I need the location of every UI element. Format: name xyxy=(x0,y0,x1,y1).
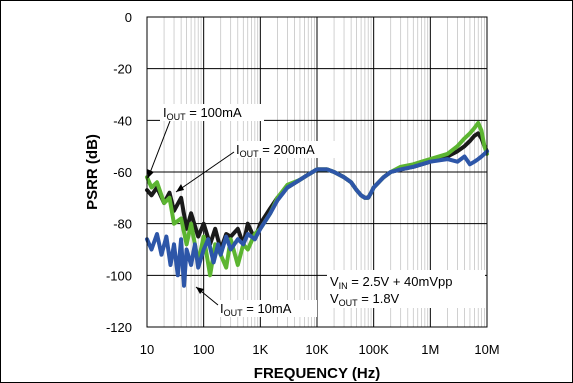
y-tick-label: -80 xyxy=(113,217,132,232)
annotation-vout: VOUT = 1.8V xyxy=(330,291,400,308)
x-tick-label: 10K xyxy=(305,342,328,357)
arrowhead-100ma xyxy=(147,169,154,178)
y-tick-label: -120 xyxy=(106,320,132,335)
series-group xyxy=(145,120,489,288)
y-tick-label: -20 xyxy=(113,62,132,77)
x-tick-label: 100K xyxy=(358,342,389,357)
annotation-bg-200ma xyxy=(233,141,339,158)
annotation-iout-10ma: IOUT = 10mA xyxy=(220,301,292,318)
x-tick-label: 10M xyxy=(474,342,499,357)
y-axis-ticks: 0 -20 -40 -60 -80 -100 -120 xyxy=(106,10,132,335)
arrowhead-200ma xyxy=(176,184,184,192)
x-tick-label: 1M xyxy=(421,342,439,357)
y-axis-label: PSRR (dB) xyxy=(84,134,101,210)
arrow-100ma xyxy=(147,120,171,179)
annotation-bg-10ma xyxy=(217,300,317,317)
annotation-iout-200ma: IOUT = 200mA xyxy=(236,142,315,159)
annotation-bg-conditions xyxy=(327,270,485,308)
arrow-200ma xyxy=(175,151,235,193)
annotation-vin: VIN = 2.5V + 40mVpp xyxy=(330,274,452,291)
y-tick-label: -40 xyxy=(113,113,132,128)
series-line-10ma xyxy=(145,149,489,288)
x-axis-label: FREQUENCY (Hz) xyxy=(254,365,380,382)
y-tick-label: -100 xyxy=(106,268,132,283)
plot-area-frame xyxy=(146,16,488,328)
x-tick-label: 1K xyxy=(252,342,268,357)
annotation-iout-100ma: IOUT = 100mA xyxy=(163,105,242,122)
x-tick-label: 10 xyxy=(140,342,154,357)
annotations: IOUT = 100mA IOUT = 200mA IOUT = 10mA VI… xyxy=(147,104,485,318)
arrowhead-10ma xyxy=(196,287,204,294)
y-tick-label: 0 xyxy=(125,10,132,25)
x-axis-ticks: 10 100 1K 10K 100K 1M 10M xyxy=(140,342,500,357)
x-tick-label: 100 xyxy=(193,342,215,357)
annotation-bg-100ma xyxy=(160,104,264,121)
y-tick-label: -60 xyxy=(113,165,132,180)
